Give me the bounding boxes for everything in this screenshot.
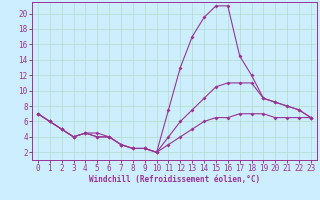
X-axis label: Windchill (Refroidissement éolien,°C): Windchill (Refroidissement éolien,°C) [89, 175, 260, 184]
